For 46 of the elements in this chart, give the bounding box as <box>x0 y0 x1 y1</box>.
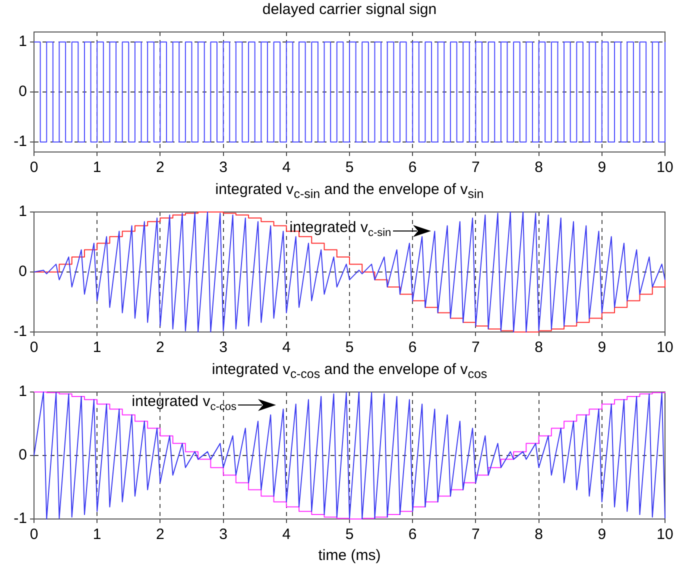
x-tick-label: 6 <box>408 339 417 356</box>
chart-title: delayed carrier signal sign <box>261 0 438 20</box>
x-axis-title: time (ms) <box>318 547 381 564</box>
x-tick-label: 5 <box>345 159 354 176</box>
x-tick-label: 6 <box>408 526 417 544</box>
x-tick-label: 1 <box>92 339 102 356</box>
y-tick-label: 0 <box>18 446 27 464</box>
x-tick-label: 1 <box>92 526 102 544</box>
x-tick-label: 0 <box>30 339 38 356</box>
x-tick-label: 0 <box>30 159 38 176</box>
x-tick-label: 5 <box>345 339 354 356</box>
x-tick-label: 4 <box>282 159 291 176</box>
x-tick-label: 8 <box>534 339 543 356</box>
x-tick-label: 2 <box>156 526 164 544</box>
y-tick-label: 0 <box>18 83 27 100</box>
y-tick-label: -1 <box>14 510 27 528</box>
x-tick-label: 9 <box>598 159 606 176</box>
y-tick-label: 1 <box>18 33 27 50</box>
y-tick-label: -1 <box>14 133 27 150</box>
x-tick-label: 8 <box>534 159 543 176</box>
x-tick-label: 8 <box>534 526 543 544</box>
x-tick-label: 2 <box>156 339 164 356</box>
y-tick-label: 1 <box>18 383 27 400</box>
x-tick-label: 3 <box>219 339 228 356</box>
chart-title: integrated v$_{c-sin}$ and the envelope of v$_{sin}$ <box>214 180 485 201</box>
x-tick-label: 9 <box>598 339 606 356</box>
x-tick-label: 7 <box>472 526 480 544</box>
y-tick-label: 0 <box>18 263 27 280</box>
x-tick-label: 3 <box>219 159 228 176</box>
x-tick-label: 3 <box>219 526 228 544</box>
x-tick-label: 10 <box>656 526 674 544</box>
x-tick-label: 10 <box>656 159 674 176</box>
chart-title: integrated v$_{c-cos}$ and the envelope of v$_{cos}$ <box>210 360 488 381</box>
x-tick-label: 6 <box>408 159 417 176</box>
x-tick-label: 2 <box>156 159 164 176</box>
x-tick-label: 4 <box>282 339 291 356</box>
y-tick-label: 1 <box>18 203 27 220</box>
x-tick-label: 1 <box>92 159 102 176</box>
x-tick-label: 5 <box>345 526 354 544</box>
x-tick-label: 7 <box>472 339 480 356</box>
x-tick-label: 4 <box>282 526 291 544</box>
y-tick-label: -1 <box>14 323 27 340</box>
x-tick-label: 0 <box>30 526 38 544</box>
x-tick-label: 10 <box>656 339 674 356</box>
x-tick-label: 9 <box>598 526 606 544</box>
x-tick-label: 7 <box>472 159 480 176</box>
